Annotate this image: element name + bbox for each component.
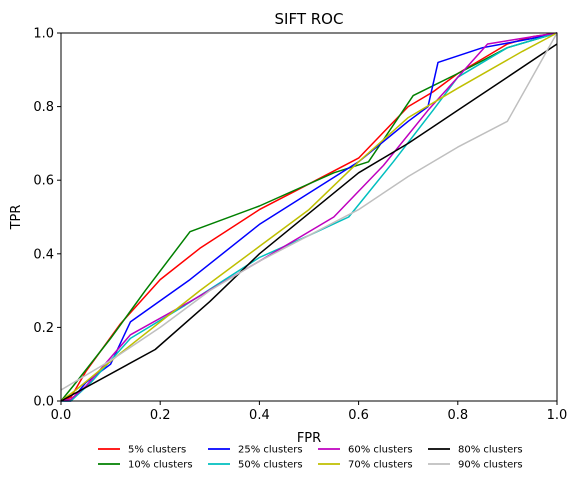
y-axis-label: TPR [9, 205, 24, 231]
series-layer [61, 33, 557, 401]
plot-frame [61, 33, 557, 401]
chart-title: SIFT ROC [275, 10, 344, 28]
x-tick-label: 0.4 [249, 408, 270, 423]
series-line-0 [61, 33, 557, 401]
legend-entry-label: 5% clusters [128, 445, 186, 456]
y-tick-label: 0.0 [33, 395, 54, 410]
series-line-3 [61, 33, 557, 401]
x-tick-label: 0.0 [51, 408, 72, 423]
series-line-7 [61, 33, 557, 390]
legend-entry-label: 50% clusters [238, 460, 303, 471]
series-line-5 [61, 33, 557, 401]
legend-entry-label: 70% clusters [348, 460, 413, 471]
y-tick-label: 0.4 [33, 247, 54, 262]
y-tick-label: 0.2 [33, 321, 54, 336]
x-axis: 0.0 0.2 0.4 0.6 0.8 1.0 [51, 401, 568, 423]
legend-entry-label: 80% clusters [458, 445, 523, 456]
x-tick-label: 0.2 [150, 408, 171, 423]
x-tick-label: 0.8 [447, 408, 468, 423]
x-tick-label: 1.0 [547, 408, 568, 423]
y-tick-label: 0.8 [33, 100, 54, 115]
x-tick-label: 0.6 [348, 408, 369, 423]
series-line-1 [61, 33, 557, 401]
legend-entry-label: 10% clusters [128, 460, 193, 471]
y-tick-label: 1.0 [33, 27, 54, 42]
y-tick-label: 0.6 [33, 174, 54, 189]
series-line-4 [61, 33, 557, 401]
legend: 5% clusters 10% clusters 25% clusters 50% c… [98, 445, 523, 471]
legend-entry-label: 90% clusters [458, 460, 523, 471]
y-axis: 0.0 0.2 0.4 0.6 0.8 1.0 [33, 27, 61, 410]
series-line-6 [61, 44, 557, 401]
legend-entry-label: 25% clusters [238, 445, 303, 456]
legend-entry-label: 60% clusters [348, 445, 413, 456]
series-line-2 [61, 33, 557, 401]
